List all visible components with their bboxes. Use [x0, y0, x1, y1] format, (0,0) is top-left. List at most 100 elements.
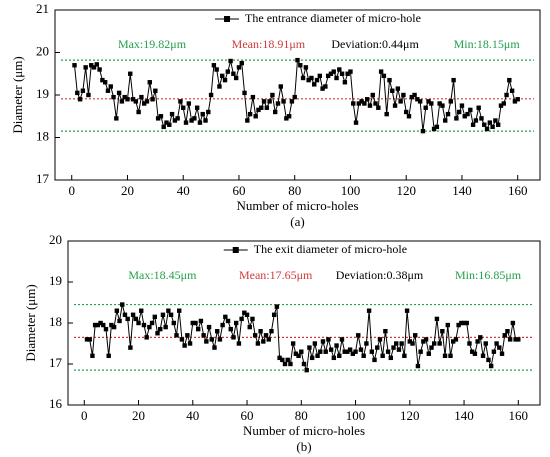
data-point: [144, 99, 150, 104]
x-tick-label: 0: [68, 183, 75, 198]
data-point: [459, 103, 465, 108]
data-point: [301, 361, 307, 367]
data-point: [426, 351, 431, 356]
data-point: [270, 92, 275, 98]
data-point: [437, 101, 442, 106]
data-point: [443, 118, 448, 123]
data-point: [366, 308, 372, 313]
data-point: [440, 103, 445, 108]
data-point: [147, 80, 152, 85]
data-point: [267, 99, 272, 104]
data-point: [434, 316, 440, 322]
data-point: [510, 320, 516, 326]
x-tick-label: 100: [346, 408, 366, 423]
data-point: [451, 77, 456, 83]
data-point: [181, 105, 186, 110]
annotation: Deviation:0.44μm: [331, 37, 419, 51]
data-point: [236, 65, 242, 70]
data-point: [429, 101, 434, 106]
data-point: [377, 337, 383, 342]
data-point: [326, 337, 331, 342]
data-point: [214, 329, 220, 334]
data-point: [315, 353, 320, 358]
data-point: [119, 99, 125, 104]
data-point: [423, 337, 429, 342]
data-point: [375, 345, 380, 350]
data-point: [114, 308, 120, 313]
data-point: [253, 114, 258, 119]
data-point: [362, 101, 367, 106]
data-point: [111, 324, 117, 330]
data-point: [120, 302, 125, 307]
x-tick-label: 140: [454, 408, 474, 423]
data-point: [299, 349, 304, 354]
data-point: [501, 101, 506, 106]
data-point: [353, 120, 359, 125]
data-point: [108, 84, 113, 89]
x-axis-label: Number of micro-holes: [243, 423, 365, 438]
data-point: [307, 345, 312, 350]
data-point: [502, 333, 507, 338]
data-point: [415, 97, 420, 102]
data-point: [328, 347, 334, 352]
data-point: [147, 324, 152, 330]
data-point: [90, 353, 95, 358]
data-point: [233, 320, 239, 326]
data-point: [177, 308, 182, 313]
data-point: [186, 101, 191, 106]
data-point: [418, 349, 423, 354]
data-point: [483, 341, 488, 346]
data-point: [106, 353, 111, 358]
data-point: [275, 101, 281, 106]
data-point: [440, 329, 445, 334]
data-point: [187, 341, 193, 346]
data-point: [426, 99, 431, 104]
data-point: [467, 341, 472, 346]
data-point: [479, 116, 484, 121]
data-point: [128, 345, 133, 350]
data-point: [402, 353, 407, 358]
legend-label: The exit diameter of micro-hole: [254, 242, 407, 256]
data-point: [201, 333, 206, 338]
data-point: [339, 337, 345, 342]
data-point: [493, 118, 498, 123]
x-tick-label: 40: [186, 408, 199, 423]
data-point: [394, 341, 399, 346]
data-point: [258, 329, 263, 334]
data-point: [75, 90, 80, 96]
data-point: [247, 324, 252, 330]
data-point: [144, 335, 149, 340]
data-point: [190, 320, 195, 326]
data-point: [155, 116, 161, 121]
y-tick-label: 18: [49, 314, 62, 329]
data-point: [337, 353, 342, 358]
data-point: [331, 69, 336, 74]
data-point: [158, 326, 163, 332]
data-point: [478, 335, 483, 340]
data-point: [300, 75, 306, 81]
data-point: [244, 312, 250, 317]
data-point: [167, 122, 172, 127]
data-point: [417, 99, 423, 104]
data-point: [473, 118, 479, 123]
data-point: [515, 97, 520, 102]
data-point: [100, 77, 105, 83]
data-point: [125, 97, 130, 102]
data-point: [406, 114, 412, 119]
data-point: [130, 312, 136, 317]
legend-marker: [232, 247, 239, 253]
data-point: [296, 353, 301, 358]
data-point: [168, 312, 174, 317]
data-point: [391, 345, 396, 350]
data-point: [242, 90, 247, 96]
data-point: [468, 107, 473, 113]
data-point: [89, 63, 94, 68]
data-point: [325, 73, 331, 79]
y-tick-label: 19: [49, 273, 62, 288]
data-point: [141, 322, 147, 328]
data-point: [432, 341, 437, 346]
data-point: [516, 337, 521, 342]
annotation: Max:19.82μm: [118, 37, 187, 51]
data-point: [111, 94, 116, 100]
caption: (b): [296, 439, 311, 454]
